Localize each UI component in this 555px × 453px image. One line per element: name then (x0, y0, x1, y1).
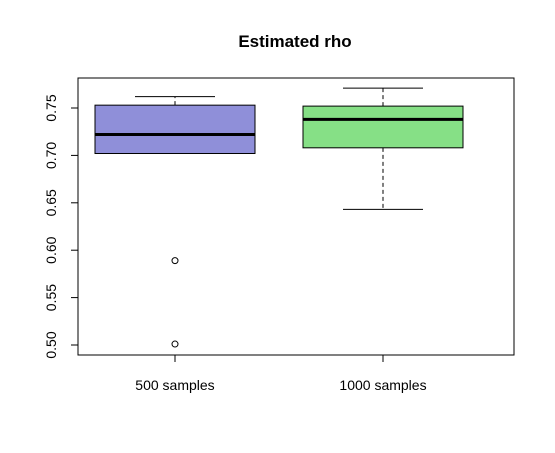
y-tick-label: 0.65 (43, 189, 59, 216)
y-tick-label: 0.75 (43, 94, 59, 121)
outlier-point (171, 257, 179, 265)
y-tick-label: 0.60 (43, 236, 59, 263)
plot-area (94, 87, 464, 348)
chart-title: Estimated rho (238, 32, 351, 51)
box-group (94, 96, 256, 348)
y-tick-label: 0.50 (43, 331, 59, 358)
outlier-point (171, 340, 179, 348)
x-tick-label: 1000 samples (339, 377, 426, 393)
x-tick-label: 500 samples (135, 377, 214, 393)
box-iqr (302, 105, 464, 149)
box-group (302, 87, 464, 210)
box-iqr (94, 104, 256, 155)
y-tick-label: 0.70 (43, 142, 59, 169)
x-axis: 500 samples 1000 samples (135, 355, 427, 393)
y-axis: 0.50 0.55 0.60 0.65 0.70 0.75 (43, 94, 79, 359)
y-tick-label: 0.55 (43, 284, 59, 311)
